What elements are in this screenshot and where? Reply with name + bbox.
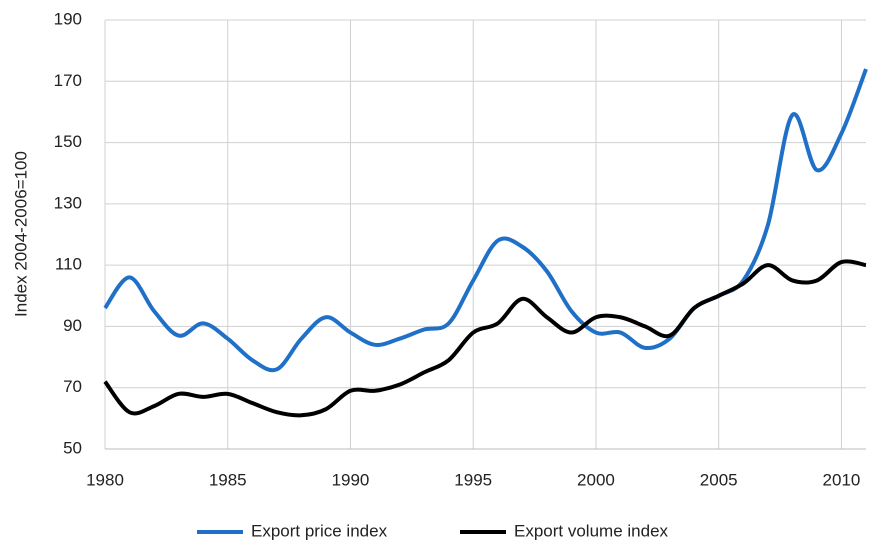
x-tick-label: 2010 [823,470,861,489]
y-tick-label: 130 [54,193,82,212]
y-tick-label: 170 [54,71,82,90]
y-axis-label: Index 2004-2006=100 [11,151,30,317]
series-line [103,68,868,373]
series-line [103,259,867,418]
x-tick-label: 2005 [700,470,738,489]
y-tick-label: 110 [55,255,82,274]
legend-label: Export price index [251,521,388,540]
x-tick-label: 1980 [86,470,124,489]
x-tick-label: 1990 [332,470,370,489]
y-tick-label: 190 [54,9,82,28]
x-tick-label: 1995 [454,470,492,489]
y-tick-label: 90 [63,316,82,335]
x-tick-label: 2000 [577,470,615,489]
y-tick-label: 70 [63,377,82,396]
y-tick-label: 150 [54,132,82,151]
legend-label: Export volume index [514,521,669,540]
y-tick-label: 50 [63,438,82,457]
x-tick-label: 1985 [209,470,247,489]
